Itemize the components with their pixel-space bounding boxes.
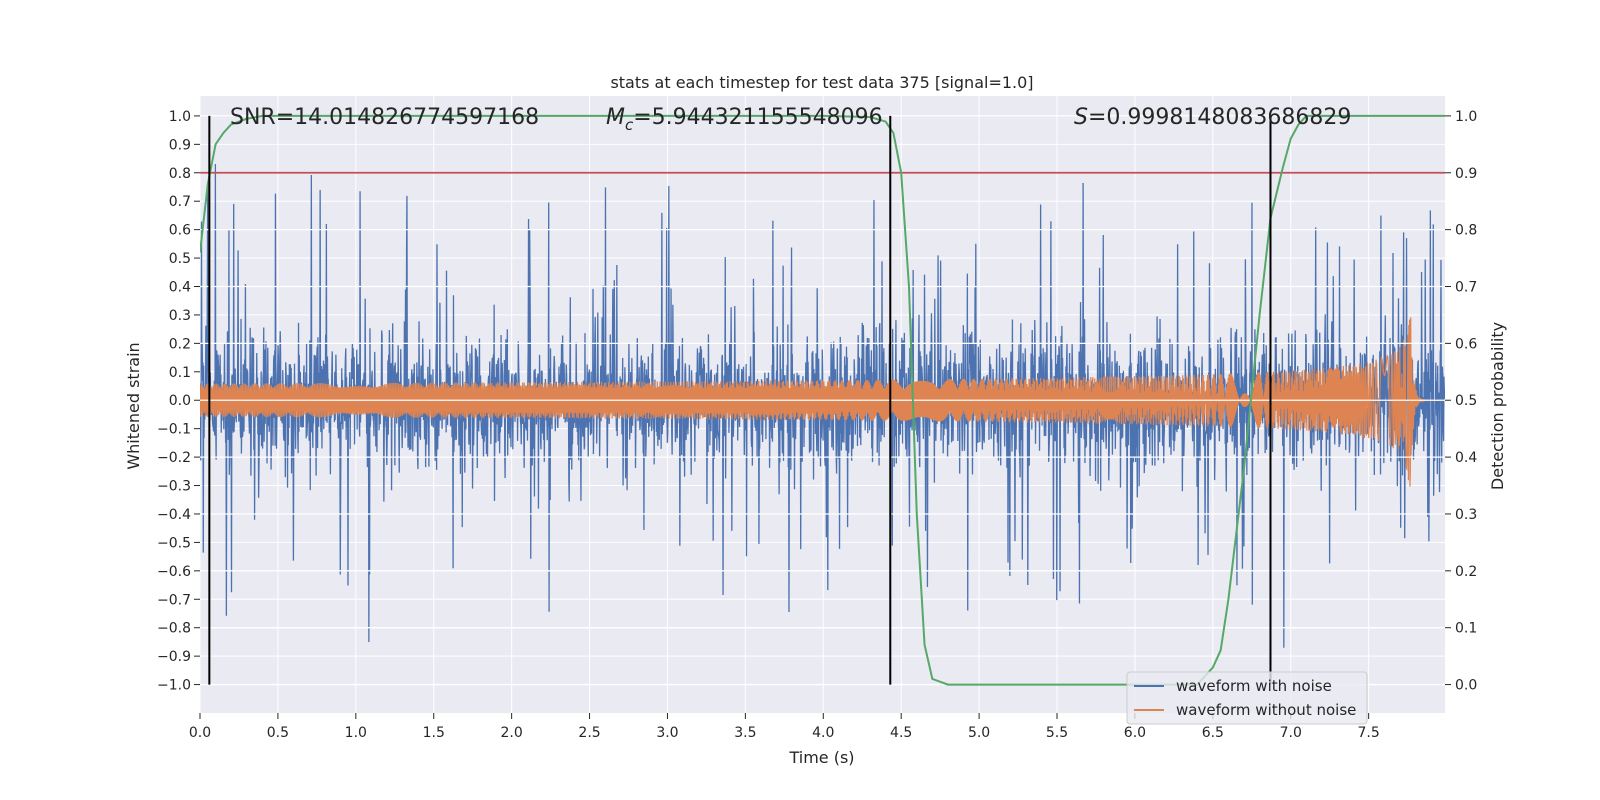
y-tick-label: −0.2 (157, 450, 191, 466)
y2-tick-label: 0.4 (1455, 450, 1477, 466)
y2-tick-label: 0.1 (1455, 621, 1477, 637)
x-axis-label: Time (s) (788, 748, 854, 767)
x-tick-label: 2.0 (501, 725, 523, 741)
y-tick-label: 0.7 (169, 194, 191, 210)
y2-tick-label: 0.5 (1455, 393, 1477, 409)
series-layer (200, 114, 1445, 686)
y-tick-label: −0.6 (157, 564, 191, 580)
score-value: =0.9998148083686829 (1088, 105, 1351, 130)
y2-tick-label: 0.2 (1455, 564, 1477, 580)
y-tick-label: 0.8 (169, 166, 191, 182)
x-tick-label: 7.0 (1280, 725, 1302, 741)
y2-tick-label: 1.0 (1455, 109, 1477, 125)
y-tick-label: 0.9 (169, 137, 191, 153)
x-axis-ticks: 0.0 0.5 1.0 1.5 2.0 2.5 3.0 3.5 4.0 4.5 5.0 5.5 6.0 6… (189, 713, 1380, 741)
y-tick-label: 0.3 (169, 308, 191, 324)
y2-tick-label: 0.0 (1455, 678, 1477, 694)
x-tick-label: 1.0 (345, 725, 367, 741)
x-tick-label: 0.5 (267, 725, 289, 741)
y-tick-label: −0.1 (157, 422, 191, 438)
legend: waveform with noise waveform without noi… (1126, 671, 1368, 725)
y2-tick-label: 0.3 (1455, 507, 1477, 523)
x-tick-label: 4.5 (890, 725, 912, 741)
chirp-mass-value: =5.944321155548096 (633, 105, 882, 130)
x-tick-label: 0.0 (189, 725, 211, 741)
y2-tick-label: 0.7 (1455, 280, 1477, 296)
y-tick-label: −0.5 (157, 535, 191, 551)
series-detection-probability (200, 114, 1445, 686)
x-tick-label: 6.0 (1124, 725, 1146, 741)
x-tick-label: 5.0 (968, 725, 990, 741)
y-tick-label: 0.5 (169, 251, 191, 267)
legend-box (1126, 671, 1368, 725)
chirp-mass-symbol: M (606, 105, 625, 130)
chirp-mass-annotation: Mc=5.944321155548096 (606, 105, 883, 134)
y-tick-label: −0.7 (157, 592, 191, 608)
score-symbol: S (1074, 105, 1088, 130)
y-tick-label: −0.4 (157, 507, 191, 523)
x-tick-label: 3.5 (734, 725, 756, 741)
x-tick-label: 2.5 (578, 725, 600, 741)
y-tick-label: 0.2 (169, 336, 191, 352)
x-tick-label: 6.5 (1202, 725, 1224, 741)
series-waveform-without-noise (200, 317, 1445, 487)
y-tick-label: −0.8 (157, 621, 191, 637)
y-tick-label: 0.6 (169, 223, 191, 239)
y-tick-label: 0.1 (169, 365, 191, 381)
y-tick-label: −0.3 (157, 479, 191, 495)
x-tick-label: 5.5 (1046, 725, 1068, 741)
y2-axis-ticks: 1.0 0.9 0.8 0.7 0.6 0.5 0.4 0.3 0.2 0.1 0.0 (1445, 109, 1477, 694)
chart-title: stats at each timestep for test data 375… (610, 73, 1033, 92)
y-axis-ticks: 1.0 0.9 0.8 0.7 0.6 0.5 0.4 0.3 0.2 0.1 0.0 −0.1 −0.… (157, 109, 200, 694)
x-tick-label: 1.5 (423, 725, 445, 741)
y2-tick-label: 0.9 (1455, 166, 1477, 182)
chirp-mass-subscript: c (625, 116, 634, 134)
y-axis-label: Whitened strain (124, 342, 143, 469)
legend-label-clean: waveform without noise (1176, 701, 1356, 719)
x-tick-label: 3.0 (656, 725, 678, 741)
x-tick-label: 7.5 (1358, 725, 1380, 741)
x-tick-label: 4.0 (812, 725, 834, 741)
y-tick-label: 0.4 (169, 280, 191, 296)
y2-tick-label: 0.6 (1455, 336, 1477, 352)
y-tick-label: 0.0 (169, 393, 191, 409)
score-annotation: S=0.9998148083686829 (1074, 105, 1351, 130)
y-tick-label: 1.0 (169, 109, 191, 125)
y2-tick-label: 0.8 (1455, 223, 1477, 239)
plot-content (200, 114, 1445, 686)
y2-axis-label: Detection probability (1488, 322, 1507, 490)
snr-annotation: SNR=14.014826774597168 (230, 105, 539, 130)
y-tick-label: −0.9 (157, 649, 191, 665)
legend-label-noise: waveform with noise (1176, 677, 1332, 695)
y-tick-label: −1.0 (157, 678, 191, 694)
vertical-lines (208, 115, 1272, 685)
